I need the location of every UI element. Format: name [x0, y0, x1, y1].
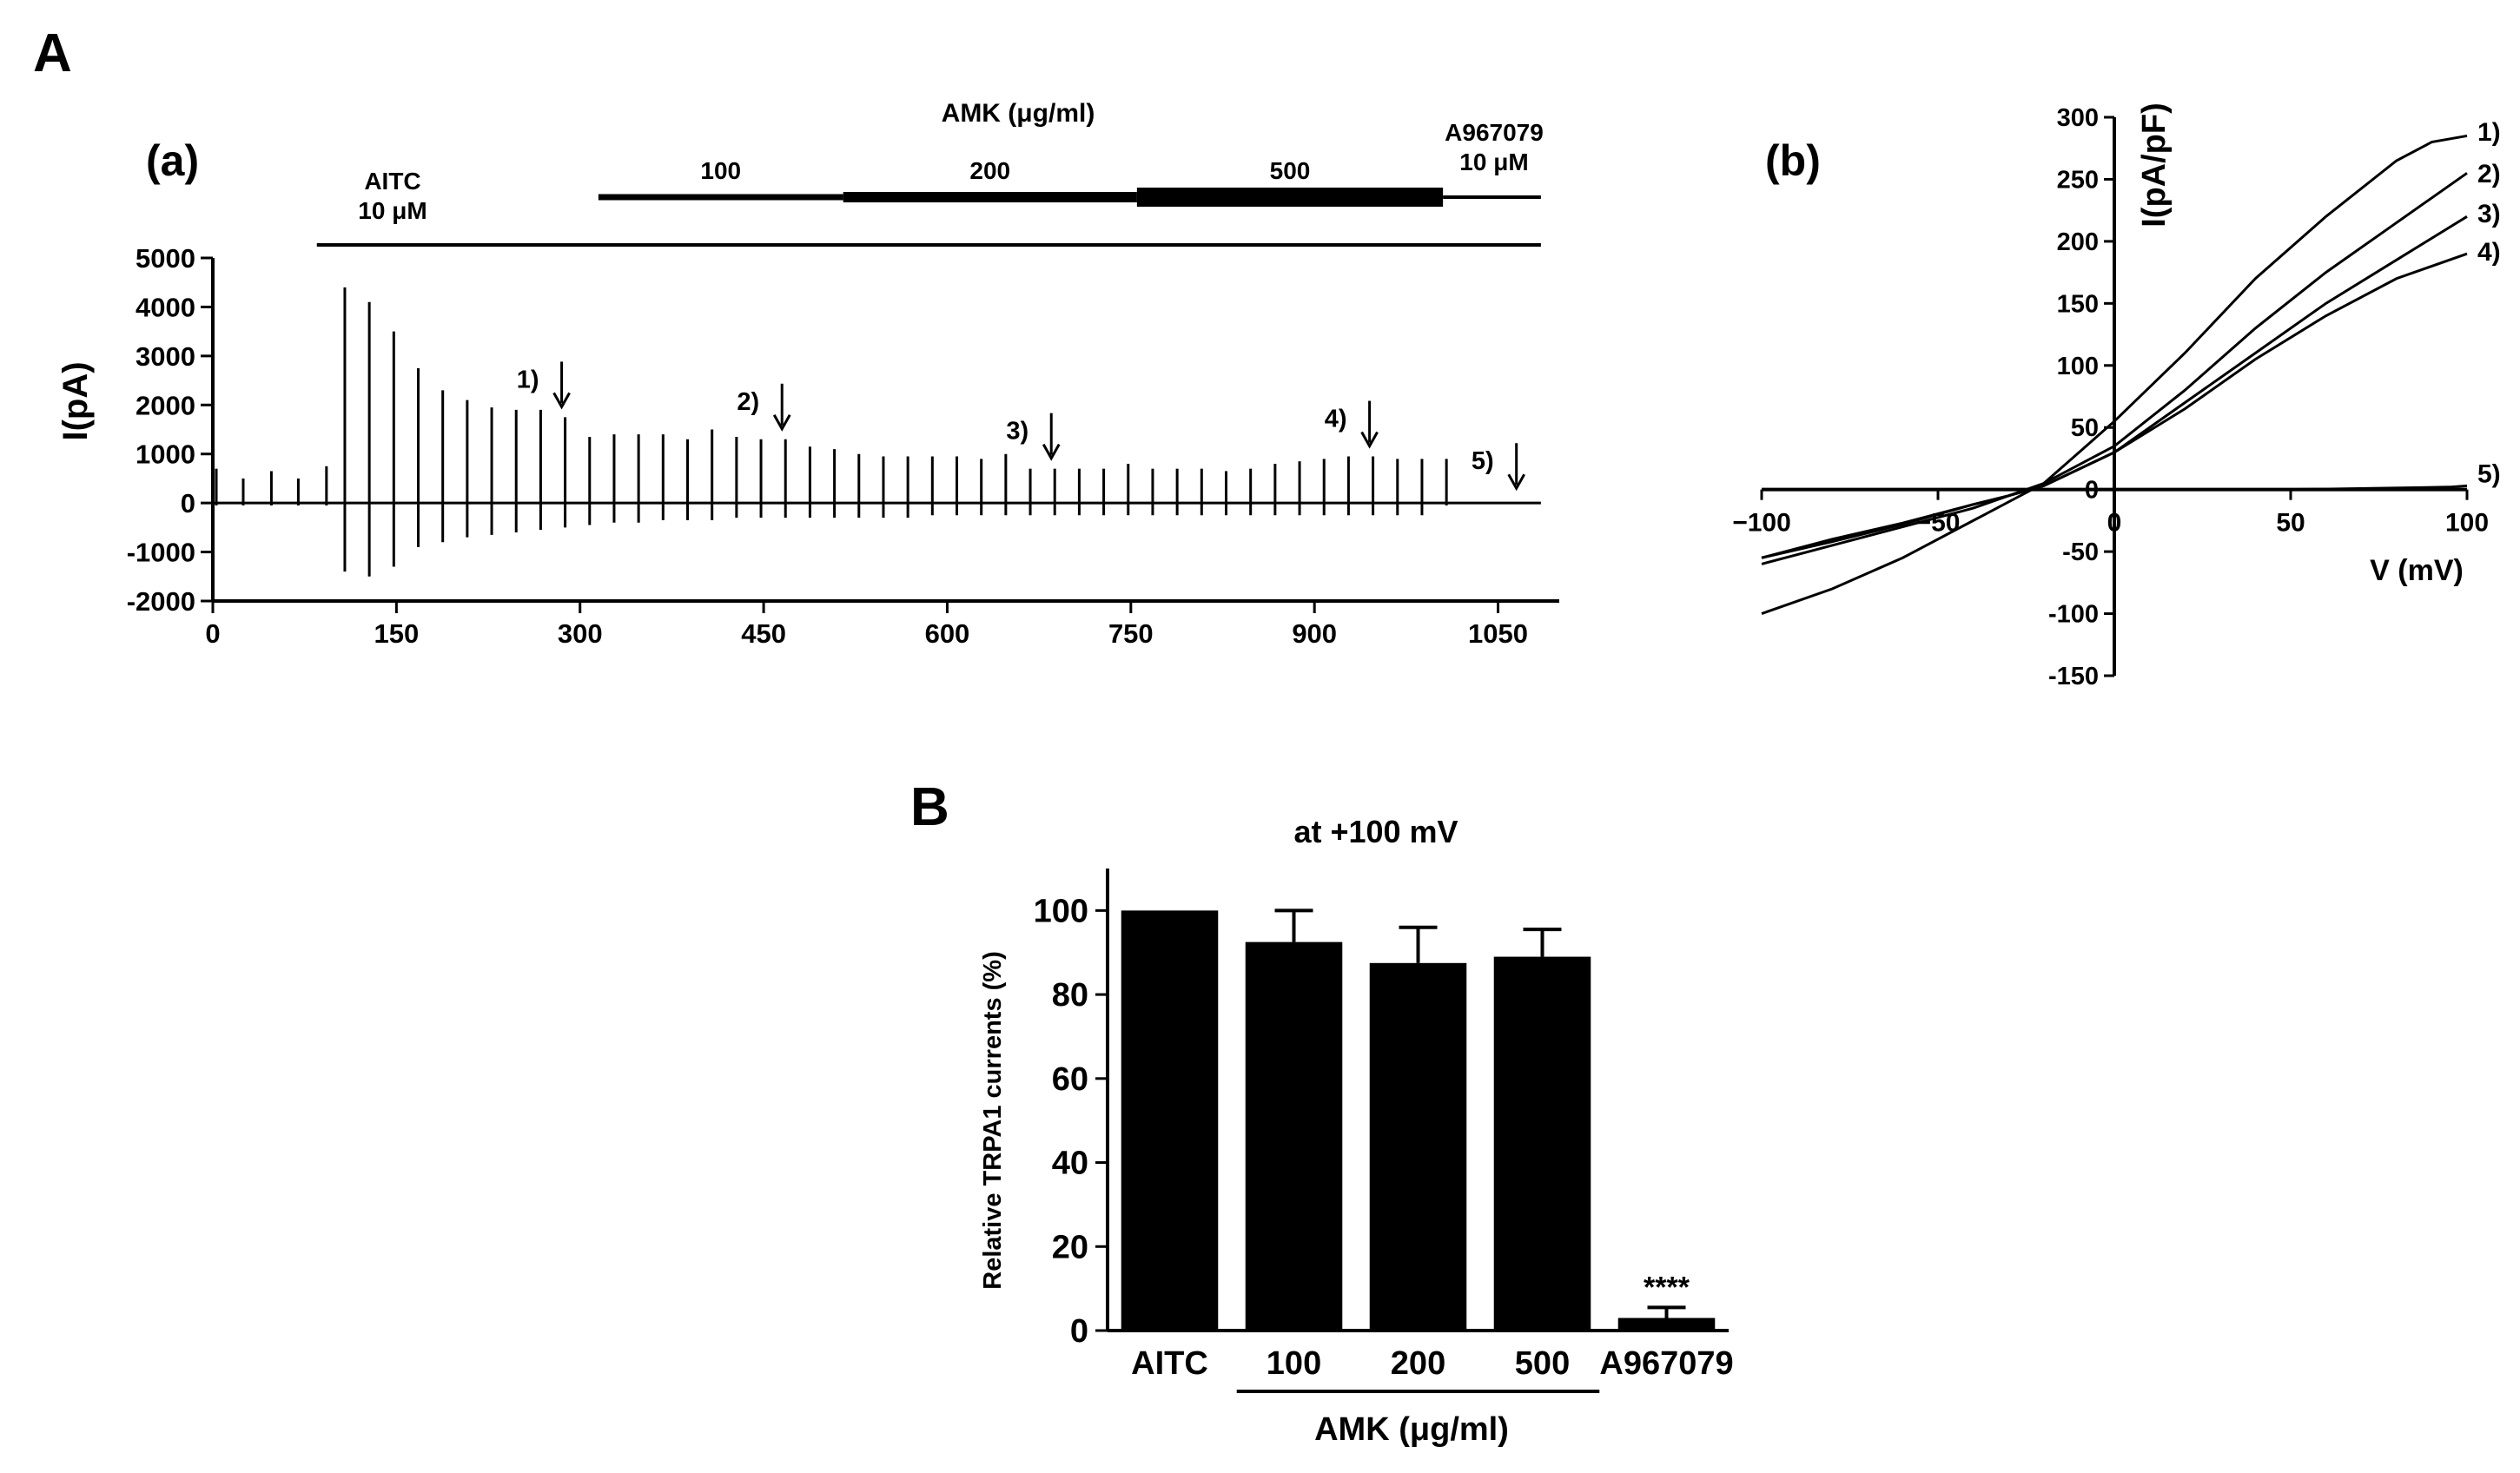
- y-tick-label: 0: [181, 488, 195, 519]
- iv-curve-5: [1762, 484, 2468, 492]
- x-tick-label: 450: [741, 618, 786, 649]
- amk-label: AMK (μg/ml): [942, 99, 1095, 128]
- y-tick-label: 20: [1052, 1229, 1088, 1265]
- iv-curve-label: 2): [2477, 160, 2501, 188]
- significance-marker: ****: [1644, 1271, 1690, 1304]
- x-tick-label: 0: [2107, 509, 2122, 538]
- figure-label-b: B: [910, 777, 949, 837]
- y-tick-label: 250: [2057, 166, 2099, 194]
- x-tick-label: 600: [925, 618, 970, 649]
- y-tick-label: -100: [2048, 601, 2099, 629]
- iv-curve-label: 5): [2477, 460, 2501, 489]
- antagonist-label-line1: A967079: [1445, 119, 1544, 146]
- panel-label-a: (a): [146, 136, 199, 185]
- y-axis-label-aa: I(pA): [56, 361, 95, 440]
- category-label: 200: [1391, 1345, 1445, 1382]
- y-axis-label-ab: I(pA/pF): [2136, 102, 2173, 228]
- category-label: 500: [1515, 1345, 1570, 1382]
- category-label: AITC: [1131, 1345, 1208, 1382]
- y-tick-label: 80: [1052, 977, 1088, 1014]
- y-tick-label: 1000: [136, 439, 195, 470]
- axes-aa: 5000 4000 3000 2000 1000 0 -1000 -2000 0 150 300 45…: [127, 243, 1559, 649]
- treatment-bars: 100 200 500: [316, 157, 1541, 247]
- aitc-label-line1: AITC: [364, 168, 420, 195]
- amk-bar-100: [598, 194, 843, 201]
- arrow-head: [1360, 431, 1379, 449]
- bar-A967079: [1617, 1318, 1716, 1331]
- arrow-head: [552, 392, 571, 410]
- y-tick-label: 100: [1034, 893, 1088, 929]
- amk-dose-label: 500: [1270, 157, 1311, 184]
- iv-curve-4: [1761, 252, 2468, 559]
- amk-group-label: AMK (μg/ml): [1314, 1411, 1509, 1448]
- bar-100: [1245, 941, 1343, 1331]
- y-tick-label: -50: [2062, 538, 2099, 566]
- y-tick-label: 100: [2057, 353, 2099, 380]
- category-label: A967079: [1599, 1345, 1733, 1382]
- arrow-head: [772, 414, 791, 432]
- x-tick-label: 100: [2445, 509, 2489, 538]
- y-tick-label: 40: [1052, 1146, 1088, 1182]
- arrow-label: 1): [517, 366, 539, 393]
- x-tick-label: 1050: [1468, 618, 1528, 649]
- x-tick-label: −100: [1732, 509, 1791, 538]
- amk-dose-label: 200: [969, 157, 1010, 184]
- iv-curve-2: [1761, 172, 2468, 565]
- y-tick-label: -1000: [127, 538, 195, 568]
- iv-curve-label: 4): [2477, 238, 2501, 267]
- iv-curve-1: [1761, 134, 2468, 615]
- x-tick-label: 300: [558, 618, 603, 649]
- y-tick-label: 150: [2057, 290, 2099, 318]
- x-tick-label: 900: [1292, 618, 1337, 649]
- sample-arrows: 1) 2) 3) 4) 5): [517, 361, 1525, 492]
- amk-bar-200: [843, 192, 1137, 202]
- bars: AITC 100 200 500 A967079 ****: [1121, 908, 1734, 1393]
- category-label: 100: [1267, 1345, 1321, 1382]
- x-axis-label-ab: V (mV): [2370, 554, 2464, 587]
- bar-chart-title: at +100 mV: [1293, 814, 1458, 849]
- x-tick-label: 0: [205, 618, 220, 649]
- x-tick-label: 150: [374, 618, 419, 649]
- x-tick-label: 50: [2276, 509, 2305, 538]
- arrow-label: 2): [737, 388, 759, 416]
- arrow-label: 3): [1006, 418, 1029, 446]
- time-course-panel: (a) I(pA) AITC 10 μM AMK (μg/ml) A967079…: [56, 99, 1559, 649]
- y-tick-label: -2000: [127, 586, 195, 617]
- y-tick-label: 2000: [136, 390, 195, 420]
- bar-chart-panel: at +100 mV Relative TRPA1 currents (%) A…: [979, 814, 1734, 1448]
- amk-bar-500: [1136, 188, 1444, 207]
- iv-curve-label: 1): [2477, 118, 2501, 147]
- y-tick-label: 300: [2057, 104, 2099, 132]
- arrow-label: 5): [1472, 447, 1494, 475]
- y-tick-label: 4000: [136, 292, 195, 322]
- antagonist-label-line2: 10 μM: [1459, 149, 1528, 175]
- iv-curve-panel: (b) I(pA/pF) V (mV) 300 250 200 150 100 50 0 -5…: [1732, 102, 2500, 690]
- axes-b: 100 80 60 40 20 0: [1034, 869, 1729, 1350]
- y-tick-label: 3000: [136, 341, 195, 372]
- y-tick-label: 0: [1070, 1313, 1088, 1350]
- bar-200: [1369, 962, 1467, 1331]
- y-tick-label: 5000: [136, 243, 195, 274]
- y-tick-label: -150: [2048, 663, 2099, 690]
- iv-curve-label: 3): [2477, 200, 2501, 228]
- amk-dose-label: 100: [700, 157, 741, 184]
- bar-AITC: [1121, 910, 1219, 1331]
- arrow-label: 4): [1325, 406, 1347, 433]
- current-trace: [213, 287, 1541, 577]
- panel-label-b: (b): [1765, 136, 1821, 185]
- y-tick-label: 200: [2057, 228, 2099, 256]
- y-axis-label-b: Relative TRPA1 currents (%): [979, 951, 1007, 1289]
- figure-label-a: A: [33, 23, 72, 83]
- arrow-head: [1042, 443, 1061, 461]
- aitc-label-line2: 10 μM: [358, 197, 427, 224]
- arrow-head: [1507, 473, 1525, 492]
- y-tick-label: 60: [1052, 1061, 1088, 1098]
- bar-500: [1493, 956, 1591, 1331]
- x-tick-label: 750: [1108, 618, 1154, 649]
- iv-curves: 1) 2) 3) 4) 5): [1761, 118, 2501, 615]
